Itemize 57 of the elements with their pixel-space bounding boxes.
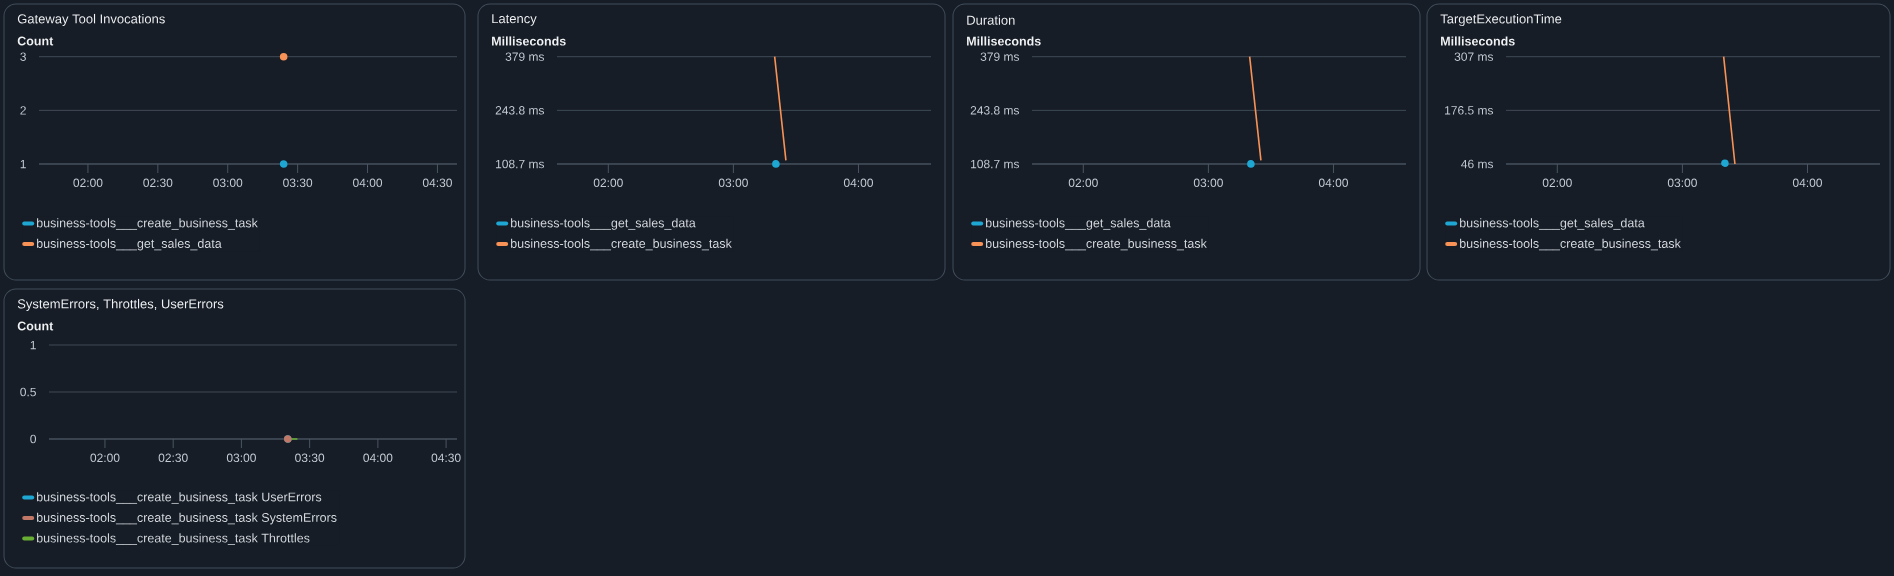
x-tick-label: 04:00	[352, 178, 383, 188]
chart-title: Latency	[492, 14, 537, 26]
legend-label: business-tools___create_business_task UserErrors	[37, 492, 322, 504]
legend-label: business-tools___create_business_task Throttles	[37, 533, 310, 545]
x-tick-label: 04:00	[843, 178, 874, 188]
legend-label: business-tools___get_sales_data	[1460, 218, 1645, 230]
x-tick-label: 04:00	[1318, 178, 1349, 188]
legend-label: business-tools___create_business_task	[37, 218, 258, 230]
x-tick-label: 02:00	[90, 453, 120, 463]
y-tick-label: 0.5	[20, 387, 36, 397]
legend-label: business-tools___get_sales_data	[986, 218, 1171, 230]
y-tick-label: 1	[20, 159, 26, 169]
y-tick-label: 307 ms	[1454, 52, 1494, 61]
y-tick-label: 2	[20, 106, 26, 115]
y-axis-title: Milliseconds	[967, 36, 1041, 46]
chart-title: Gateway Tool Invocations	[17, 13, 165, 27]
x-tick-label: 04:30	[422, 178, 452, 188]
x-tick-label: 03:00	[718, 178, 748, 188]
chart-title: TargetExecutionTime	[1440, 13, 1562, 27]
legend-label: business-tools___get_sales_data	[37, 238, 222, 251]
legend-label: business-tools___create_business_task SystemErrors	[37, 512, 337, 525]
y-axis-title: Milliseconds	[492, 36, 566, 46]
x-tick-label: 02:00	[593, 178, 623, 188]
legend-label: business-tools___create_business_task	[511, 238, 732, 251]
x-tick-label: 04:00	[363, 453, 393, 463]
x-tick-label: 02:00	[1542, 178, 1572, 188]
y-tick-label: 108.7 ms	[496, 159, 545, 169]
y-tick-label: 243.8 ms	[970, 106, 1020, 115]
y-tick-label: 379 ms	[505, 52, 545, 61]
x-tick-label: 02:30	[158, 453, 188, 463]
x-tick-label: 03:00	[1667, 178, 1697, 188]
x-tick-label: 03:30	[295, 453, 325, 463]
x-tick-label: 03:00	[226, 453, 256, 463]
x-tick-label: 03:00	[1193, 178, 1223, 188]
x-tick-label: 04:00	[1792, 178, 1823, 188]
y-tick-label: 379 ms	[980, 52, 1020, 61]
chart-title: SystemErrors, Throttles, UserErrors	[17, 298, 224, 312]
y-tick-label: 0	[30, 434, 37, 444]
legend-label: business-tools___create_business_task	[1460, 238, 1681, 251]
x-tick-label: 03:30	[283, 178, 313, 188]
legend-label: business-tools___get_sales_data	[511, 218, 696, 230]
x-tick-label: 02:00	[73, 178, 103, 188]
chart-title: Duration	[967, 15, 1015, 25]
x-tick-label: 04:30	[431, 453, 461, 463]
y-tick-label: 176.5 ms	[1445, 106, 1494, 115]
y-axis-title: Milliseconds	[1441, 36, 1515, 46]
x-tick-label: 02:00	[1068, 178, 1098, 188]
y-tick-label: 3	[20, 52, 26, 61]
y-tick-label: 108.7 ms	[971, 159, 1020, 169]
y-tick-label: 1	[30, 340, 36, 350]
y-tick-label: 46 ms	[1461, 159, 1494, 169]
legend-label: business-tools___create_business_task	[986, 238, 1207, 251]
y-axis-title: Count	[17, 36, 54, 46]
x-tick-label: 02:30	[143, 178, 173, 188]
y-tick-label: 243.8 ms	[495, 106, 545, 115]
y-axis-title: Count	[17, 321, 54, 331]
x-tick-label: 03:00	[213, 178, 243, 188]
